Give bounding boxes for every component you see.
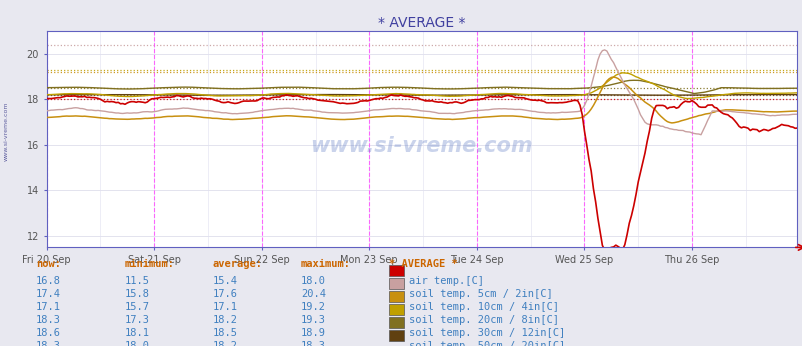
Text: 17.1: 17.1: [213, 302, 237, 312]
Text: 16.8: 16.8: [36, 276, 61, 286]
Text: 15.4: 15.4: [213, 276, 237, 286]
Bar: [389, 291, 403, 302]
Text: 15.8: 15.8: [124, 289, 149, 299]
Bar: [389, 330, 403, 341]
Bar: [389, 265, 403, 276]
Text: 17.1: 17.1: [36, 302, 61, 312]
Text: air temp.[C]: air temp.[C]: [408, 276, 483, 286]
Text: 17.6: 17.6: [213, 289, 237, 299]
Text: soil temp. 50cm / 20in[C]: soil temp. 50cm / 20in[C]: [408, 341, 565, 346]
Text: 18.0: 18.0: [301, 276, 326, 286]
Text: 20.4: 20.4: [301, 289, 326, 299]
Bar: [389, 278, 403, 289]
Text: average:: average:: [213, 259, 262, 269]
Text: 17.3: 17.3: [124, 315, 149, 325]
Text: 11.5: 11.5: [124, 276, 149, 286]
Title: * AVERAGE *: * AVERAGE *: [378, 16, 465, 30]
Text: * AVERAGE *: * AVERAGE *: [389, 259, 458, 269]
Text: 18.3: 18.3: [36, 341, 61, 346]
Text: 18.1: 18.1: [124, 328, 149, 338]
Text: 18.6: 18.6: [36, 328, 61, 338]
Text: 19.2: 19.2: [301, 302, 326, 312]
Bar: [389, 317, 403, 328]
Text: www.si-vreme.com: www.si-vreme.com: [310, 136, 533, 156]
Text: 18.2: 18.2: [213, 315, 237, 325]
Text: 18.9: 18.9: [301, 328, 326, 338]
Text: 18.3: 18.3: [36, 315, 61, 325]
Text: minimum:: minimum:: [124, 259, 174, 269]
Text: soil temp. 5cm / 2in[C]: soil temp. 5cm / 2in[C]: [408, 289, 552, 299]
Text: soil temp. 30cm / 12in[C]: soil temp. 30cm / 12in[C]: [408, 328, 565, 338]
Text: now:: now:: [36, 259, 61, 269]
Text: 15.7: 15.7: [124, 302, 149, 312]
Text: 18.3: 18.3: [301, 341, 326, 346]
Text: maximum:: maximum:: [301, 259, 350, 269]
Text: 18.2: 18.2: [213, 341, 237, 346]
Text: soil temp. 10cm / 4in[C]: soil temp. 10cm / 4in[C]: [408, 302, 558, 312]
Bar: [389, 304, 403, 315]
Text: 17.4: 17.4: [36, 289, 61, 299]
Text: 19.3: 19.3: [301, 315, 326, 325]
Text: 18.5: 18.5: [213, 328, 237, 338]
Text: soil temp. 20cm / 8in[C]: soil temp. 20cm / 8in[C]: [408, 315, 558, 325]
Text: www.si-vreme.com: www.si-vreme.com: [4, 102, 9, 161]
Text: 18.0: 18.0: [124, 341, 149, 346]
